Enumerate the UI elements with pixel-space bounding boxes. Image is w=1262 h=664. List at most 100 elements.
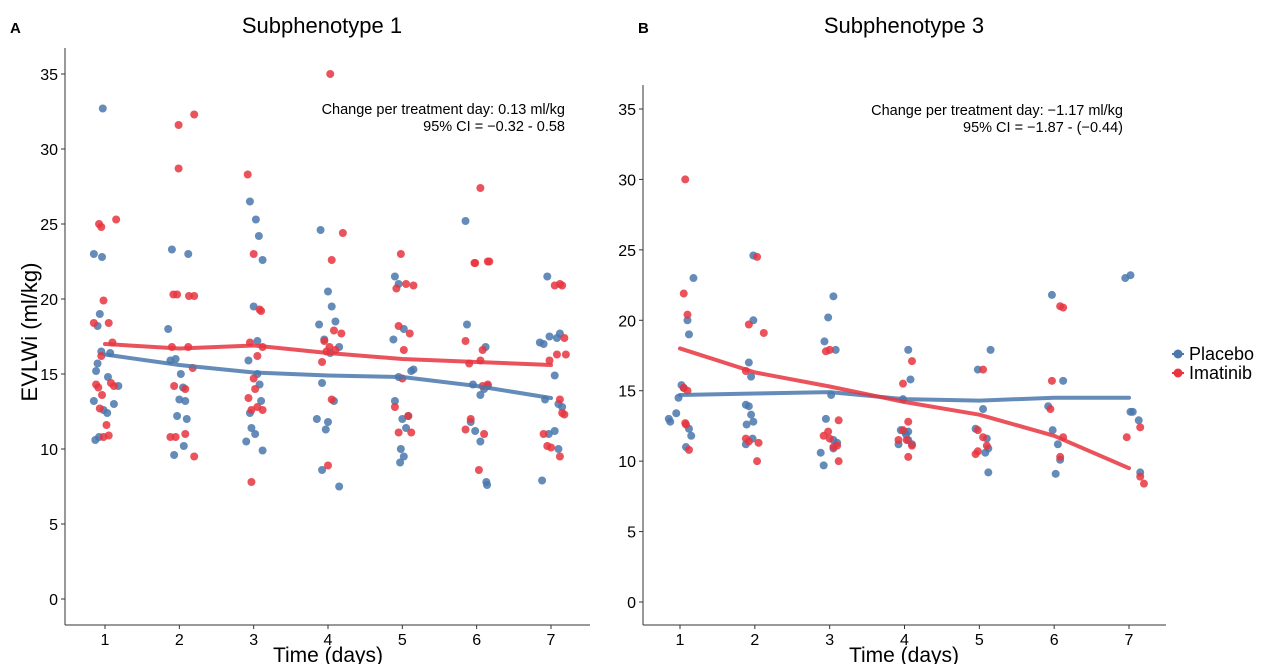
- panel-a-point-imatinib: [174, 164, 183, 173]
- panel-b-point-imatinib: [899, 379, 908, 388]
- panel-a-point-imatinib: [407, 428, 416, 437]
- panel-a-y-tick-label: 10: [40, 442, 58, 459]
- panel-a-point-placebo: [242, 437, 251, 446]
- panel-a-point-placebo: [176, 370, 185, 378]
- panel-b-point-placebo: [1059, 376, 1068, 385]
- panel-a-x-tick-label: 6: [472, 632, 481, 649]
- panel-b-point-imatinib: [979, 433, 988, 442]
- panel-a-point-placebo: [92, 367, 101, 375]
- panel-b-point-imatinib: [1139, 479, 1148, 488]
- panel-b-point-placebo: [747, 372, 756, 381]
- panel-a-point-placebo: [409, 365, 418, 374]
- panel-a-point-placebo: [184, 250, 193, 258]
- panel-b-point-placebo: [1051, 469, 1060, 478]
- panel-b-point-placebo: [1134, 416, 1143, 425]
- panel-a-point-imatinib: [94, 383, 103, 392]
- panel-a-point-placebo: [257, 397, 266, 405]
- panel-a-point-placebo: [476, 437, 485, 446]
- panel-a-point-placebo: [89, 397, 98, 405]
- panel-a-point-imatinib: [392, 284, 401, 293]
- panel-a-point-imatinib: [244, 394, 253, 402]
- panel-a-point-placebo: [170, 451, 179, 459]
- panel-a-point-placebo: [182, 415, 191, 423]
- panel-a-point-placebo: [545, 332, 554, 341]
- panel-b-point-imatinib: [744, 437, 753, 446]
- panel-b-point-placebo: [747, 410, 756, 419]
- panel-a-point-placebo: [538, 476, 547, 485]
- panel-a-point-imatinib: [95, 404, 104, 413]
- panel-b-point-placebo: [820, 337, 829, 346]
- panel-b-point-imatinib: [904, 452, 913, 461]
- panel-b-point-imatinib: [904, 417, 913, 426]
- panel-a-point-imatinib: [329, 326, 338, 335]
- panel-a-point-placebo: [461, 217, 470, 225]
- panel-a-point-placebo: [249, 302, 258, 311]
- panel-a-point-placebo: [463, 320, 472, 329]
- panel-a-point-imatinib: [471, 259, 480, 267]
- panel-b-point-placebo: [684, 330, 693, 339]
- panel-a-point-imatinib: [102, 421, 111, 429]
- panel-a-x-tick-label: 3: [249, 632, 258, 649]
- panel-a-point-imatinib: [326, 70, 335, 78]
- panel-b-point-placebo: [689, 274, 698, 283]
- panel-a-point-placebo: [318, 379, 327, 387]
- panel-b-point-imatinib: [982, 441, 991, 450]
- panel-b-point-placebo: [1053, 440, 1062, 449]
- panel-a-point-imatinib: [390, 403, 399, 411]
- panel-b-point-imatinib: [744, 320, 753, 329]
- panel-b-y-tick-label: 35: [618, 102, 636, 119]
- panel-b-point-imatinib: [829, 443, 838, 452]
- panel-b-point-imatinib: [753, 457, 762, 466]
- panel-b-letter: B: [638, 20, 649, 37]
- panel-b-x-tick-label: 2: [750, 632, 759, 649]
- panel-a-point-imatinib: [560, 334, 569, 342]
- panel-a-point-placebo: [318, 466, 327, 474]
- panel-b-point-imatinib: [1136, 423, 1145, 432]
- panel-b-point-imatinib: [681, 175, 690, 184]
- panel-b-point-placebo: [742, 420, 751, 429]
- panel-b-x-tick-label: 1: [676, 632, 685, 649]
- panel-a-point-imatinib: [174, 121, 183, 129]
- panel-a-point-placebo: [109, 400, 118, 408]
- panel-a-x-tick-label: 5: [398, 632, 407, 649]
- panel-a-point-imatinib: [99, 296, 108, 305]
- panel-a-y-tick-label: 0: [49, 592, 58, 609]
- panel-a-point-imatinib: [181, 385, 190, 393]
- panel-b-point-placebo: [672, 409, 681, 418]
- panel-b-x-tick-label: 5: [975, 632, 984, 649]
- panel-b-x-tick-label: 6: [1050, 632, 1059, 649]
- panel-a-point-imatinib: [327, 395, 336, 404]
- panel-b-point-imatinib: [754, 438, 763, 447]
- panel-a-point-placebo: [91, 436, 100, 444]
- panel-a-point-imatinib: [89, 319, 98, 327]
- panel-a-point-imatinib: [476, 184, 485, 192]
- panel-b-point-placebo: [744, 402, 753, 411]
- panel-b-trend-placebo: [678, 390, 1131, 403]
- panel-a-point-placebo: [98, 104, 107, 113]
- panel-a-point-imatinib: [170, 382, 179, 390]
- panel-a-point-imatinib: [539, 430, 548, 438]
- legend-placebo-label: Placebo: [1189, 344, 1254, 364]
- panel-a-point-placebo: [390, 397, 399, 405]
- panel-b-point-imatinib: [683, 310, 692, 319]
- panel-a-point-imatinib: [251, 385, 260, 393]
- panel-a-annotation-line-2: 95% CI = −0.32 - 0.58: [423, 119, 565, 135]
- panel-a-point-imatinib: [560, 410, 569, 419]
- panel-a-point-placebo: [253, 337, 262, 345]
- panel-b-point-imatinib: [759, 328, 768, 337]
- panel-a-y-tick-label: 30: [40, 142, 58, 159]
- panel-b-point-imatinib: [834, 457, 843, 466]
- panel-a-point-imatinib: [249, 250, 258, 258]
- panel-a-y-tick-label: 35: [40, 67, 58, 84]
- panel-b-y-tick-label: 30: [618, 172, 636, 189]
- panel-a-point-imatinib: [243, 170, 252, 179]
- panel-a-trend-placebo: [103, 352, 553, 400]
- panel-b-point-placebo: [1126, 271, 1135, 280]
- panel-a-point-placebo: [324, 418, 332, 426]
- panel-a-point-placebo: [558, 403, 567, 411]
- panel-a-x-tick-label: 4: [324, 632, 333, 649]
- panel-b-x-tick-label: 3: [825, 632, 834, 649]
- panel-a: A Subphenotype 1 0 5 10 15 20 25 30 35 1 2 3 4 5 6 7 C…: [10, 13, 590, 664]
- panel-b-point-imatinib: [753, 252, 762, 261]
- panel-b-point-imatinib: [899, 426, 908, 435]
